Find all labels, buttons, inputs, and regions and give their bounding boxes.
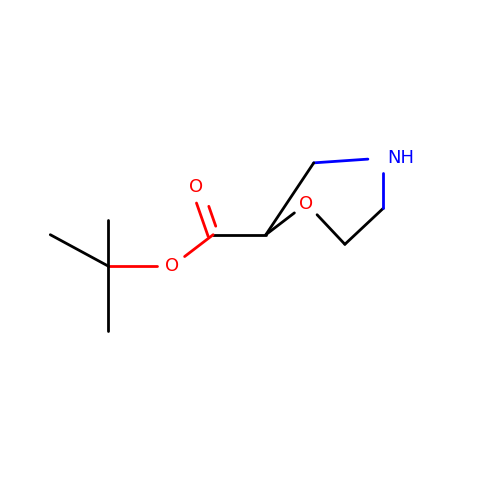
Text: O: O (165, 257, 180, 275)
Text: NH: NH (387, 149, 414, 167)
Ellipse shape (184, 176, 208, 197)
Text: O: O (299, 194, 314, 213)
Ellipse shape (160, 255, 184, 277)
Text: O: O (189, 178, 204, 196)
Ellipse shape (295, 193, 319, 215)
Ellipse shape (370, 148, 404, 169)
